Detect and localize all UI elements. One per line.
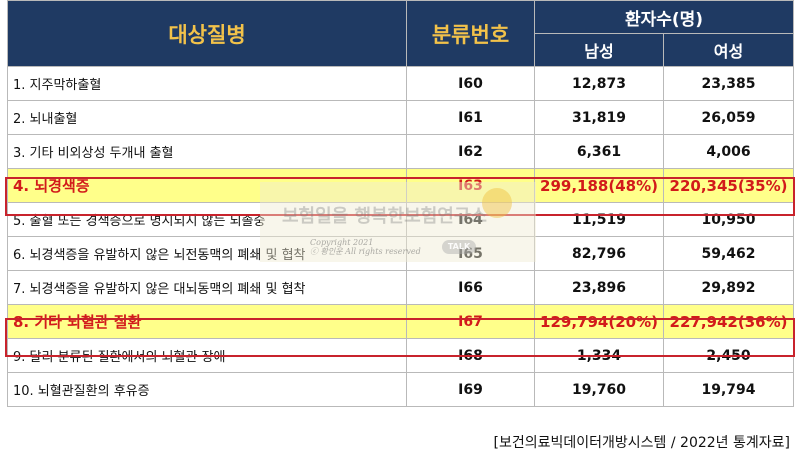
header-male: 남성 [534,33,664,67]
disease-code: I68 [406,338,535,373]
female-count: 59,462 [662,236,795,271]
female-count: 10,950 [662,202,795,237]
stroke-statistics-table: 대상질병 분류번호 환자수(명) 남성 여성 1. 지주막하출혈 I60 12,… [7,0,795,407]
table-row: 5. 출혈 또는 경색증으로 명시되지 않는 뇌졸중 I64 11,519 10… [7,202,795,237]
female-count: 29,892 [662,270,795,305]
table-row: 2. 뇌내출혈 I61 31,819 26,059 [7,100,795,135]
female-count: 2,450 [662,338,795,373]
female-count: 19,794 [662,372,795,407]
female-count: 4,006 [662,134,795,169]
table-header: 대상질병 분류번호 환자수(명) 남성 여성 [7,0,795,67]
header-female: 여성 [662,33,795,67]
male-count: 19,760 [534,372,664,407]
male-count: 11,519 [534,202,664,237]
table-row: 10. 뇌혈관질환의 후유증 I69 19,760 19,794 [7,372,795,407]
female-count: 23,385 [662,66,795,101]
table-body: 1. 지주막하출혈 I60 12,873 23,385 2. 뇌내출혈 I61 … [7,66,795,407]
disease-code: I64 [406,202,535,237]
male-count: 299,188(48%) [534,168,664,203]
highlighted-row: 4. 뇌경색증 I63 299,188(48%) 220,345(35%) [7,168,795,203]
disease-code: I65 [406,236,535,271]
disease-name: 10. 뇌혈관질환의 후유증 [7,372,407,407]
header-patients: 환자수(명) [533,0,795,34]
disease-code: I62 [406,134,535,169]
table-row: 7. 뇌경색증을 유발하지 않은 대뇌동맥의 폐쇄 및 협착 I66 23,89… [7,270,795,305]
disease-code: I67 [406,304,535,339]
source-caption: [보건의료빅데이터개방시스템 / 2022년 통계자료] [493,435,790,451]
header-code: 분류번호 [406,0,535,67]
male-count: 129,794(20%) [534,304,664,339]
disease-name: 7. 뇌경색증을 유발하지 않은 대뇌동맥의 폐쇄 및 협착 [7,270,407,305]
table-row: 1. 지주막하출혈 I60 12,873 23,385 [7,66,795,101]
male-count: 82,796 [534,236,664,271]
table-row: 3. 기타 비외상성 두개내 출혈 I62 6,361 4,006 [7,134,795,169]
table-row: 9. 달리 분류된 질환에서의 뇌혈관 장애 I68 1,334 2,450 [7,338,795,373]
male-count: 31,819 [534,100,664,135]
disease-name: 5. 출혈 또는 경색증으로 명시되지 않는 뇌졸중 [7,202,407,237]
male-count: 23,896 [534,270,664,305]
disease-name: 2. 뇌내출혈 [7,100,407,135]
male-count: 1,334 [534,338,664,373]
disease-code: I60 [406,66,535,101]
disease-name: 9. 달리 분류된 질환에서의 뇌혈관 장애 [7,338,407,373]
disease-name: 3. 기타 비외상성 두개내 출혈 [7,134,407,169]
female-count: 227,942(36%) [662,304,795,339]
disease-code: I61 [406,100,535,135]
female-count: 26,059 [662,100,795,135]
male-count: 6,361 [534,134,664,169]
disease-code: I66 [406,270,535,305]
highlighted-row: 8. 기타 뇌혈관 질환 I67 129,794(20%) 227,942(36… [7,304,795,339]
disease-name: 6. 뇌경색증을 유발하지 않은 뇌전동맥의 폐쇄 및 협착 [7,236,407,271]
disease-name: 4. 뇌경색증 [7,168,407,203]
header-disease: 대상질병 [7,0,407,67]
male-count: 12,873 [534,66,664,101]
female-count: 220,345(35%) [662,168,795,203]
disease-name: 1. 지주막하출혈 [7,66,407,101]
table-row: 6. 뇌경색증을 유발하지 않은 뇌전동맥의 폐쇄 및 협착 I65 82,79… [7,236,795,271]
disease-code: I69 [406,372,535,407]
disease-name: 8. 기타 뇌혈관 질환 [7,304,407,339]
disease-code: I63 [406,168,535,203]
